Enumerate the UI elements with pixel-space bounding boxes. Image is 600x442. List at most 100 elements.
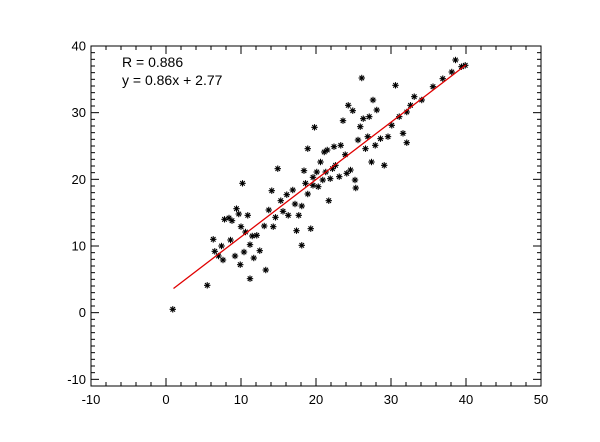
scatter-point <box>377 135 384 142</box>
scatter-point <box>239 180 246 187</box>
scatter-point <box>253 232 260 239</box>
scatter-point <box>204 282 211 289</box>
scatter-point <box>366 113 373 120</box>
scatter-point <box>362 145 369 152</box>
plot-frame <box>90 45 542 387</box>
scatter-point <box>221 216 228 223</box>
y-tick-label: 30 <box>72 105 86 120</box>
scatter-point <box>210 236 217 243</box>
scatter-point <box>309 174 317 181</box>
scatter-point <box>233 205 240 212</box>
y-tick-label: 0 <box>79 305 86 320</box>
scatter-point <box>339 117 347 124</box>
scatter-point <box>325 197 332 204</box>
scatter-point <box>439 75 446 82</box>
scatter-point <box>309 182 317 189</box>
scatter-point <box>228 217 236 224</box>
scatter-point <box>300 167 308 174</box>
tick-labels: -10 0 10 20 30 40 50 -10 0 10 20 30 40 <box>67 39 548 408</box>
scatter-point <box>384 133 392 140</box>
scatter-point <box>265 206 272 214</box>
scatter-point <box>274 165 281 172</box>
scatter-point <box>392 82 399 89</box>
scatter-point <box>250 254 257 262</box>
regression-equation-annotation: y = 0.86x + 2.77 <box>122 72 223 88</box>
regression-fit-line <box>173 64 467 289</box>
scatter-point <box>357 123 364 130</box>
scatter-point <box>227 236 234 244</box>
scatter-point <box>298 202 305 210</box>
scatter-point <box>295 212 302 219</box>
scatter-point <box>349 107 356 114</box>
scatter-point <box>388 122 395 129</box>
scatter-point <box>244 212 251 219</box>
scatter-point <box>358 74 365 82</box>
scatter-point <box>242 228 249 236</box>
scatter-point <box>304 145 311 152</box>
scatter-point <box>354 136 362 144</box>
scatter-point <box>343 170 350 177</box>
scatter-point <box>324 146 331 154</box>
scatter-point <box>337 142 344 149</box>
y-tick-label: 20 <box>72 172 86 187</box>
axis-ticks <box>90 45 542 387</box>
scatter-point <box>285 212 292 219</box>
scatter-point <box>360 115 367 122</box>
scatter-point <box>372 142 379 149</box>
scatter-point <box>347 166 354 174</box>
scatter-point <box>411 93 418 100</box>
scatter-point <box>283 191 290 198</box>
scatter-point <box>369 96 377 104</box>
scatter-point <box>304 190 311 198</box>
scatter-point <box>298 242 305 249</box>
scatter-point <box>313 168 320 176</box>
scatter-point <box>452 56 459 64</box>
scatter-point <box>261 222 268 230</box>
scatter-point <box>270 223 277 230</box>
scatter-point <box>336 173 343 180</box>
scatter-point <box>315 183 322 190</box>
y-tick-label: 10 <box>72 239 86 254</box>
scatter-point <box>307 225 314 232</box>
x-tick-label: 10 <box>234 392 248 407</box>
x-tick-label: 0 <box>162 392 169 407</box>
scatter-point <box>246 275 254 282</box>
scatter-point <box>289 186 296 194</box>
correlation-annotation: R = 0.886 <box>122 54 183 70</box>
scatter-point <box>345 102 352 109</box>
scatter-point <box>319 176 326 184</box>
scatter-point <box>448 68 455 76</box>
x-tick-label: 20 <box>309 392 323 407</box>
x-tick-label: -10 <box>82 392 101 407</box>
scatter-point <box>246 241 254 248</box>
data-points <box>169 56 469 313</box>
scatter-point <box>381 162 388 169</box>
scatter-point <box>262 266 269 274</box>
scatter-point <box>256 247 263 254</box>
scatter-point <box>235 210 242 218</box>
scatter-point <box>311 124 318 131</box>
scatter-point <box>218 242 225 250</box>
scatter-point <box>268 187 275 194</box>
scatter-point <box>237 223 245 230</box>
scatter-point <box>211 248 218 255</box>
scatter-point <box>169 306 176 313</box>
scatter-point <box>231 252 239 260</box>
y-tick-label: 40 <box>72 39 86 54</box>
scatter-point <box>291 200 299 208</box>
scatter-point <box>249 232 256 240</box>
x-tick-label: 50 <box>534 392 548 407</box>
scatter-point <box>279 208 287 215</box>
scatter-point <box>368 158 375 166</box>
scatter-point <box>237 261 244 268</box>
scatter-point <box>352 184 359 192</box>
scatter-point <box>277 197 284 204</box>
scatter-point <box>327 175 334 182</box>
scatter-point <box>240 248 248 256</box>
y-tick-label: -10 <box>67 372 86 387</box>
scatter-point <box>330 143 338 150</box>
fit-line-layer <box>173 64 467 289</box>
x-tick-label: 40 <box>459 392 473 407</box>
scatter-point <box>351 176 359 184</box>
